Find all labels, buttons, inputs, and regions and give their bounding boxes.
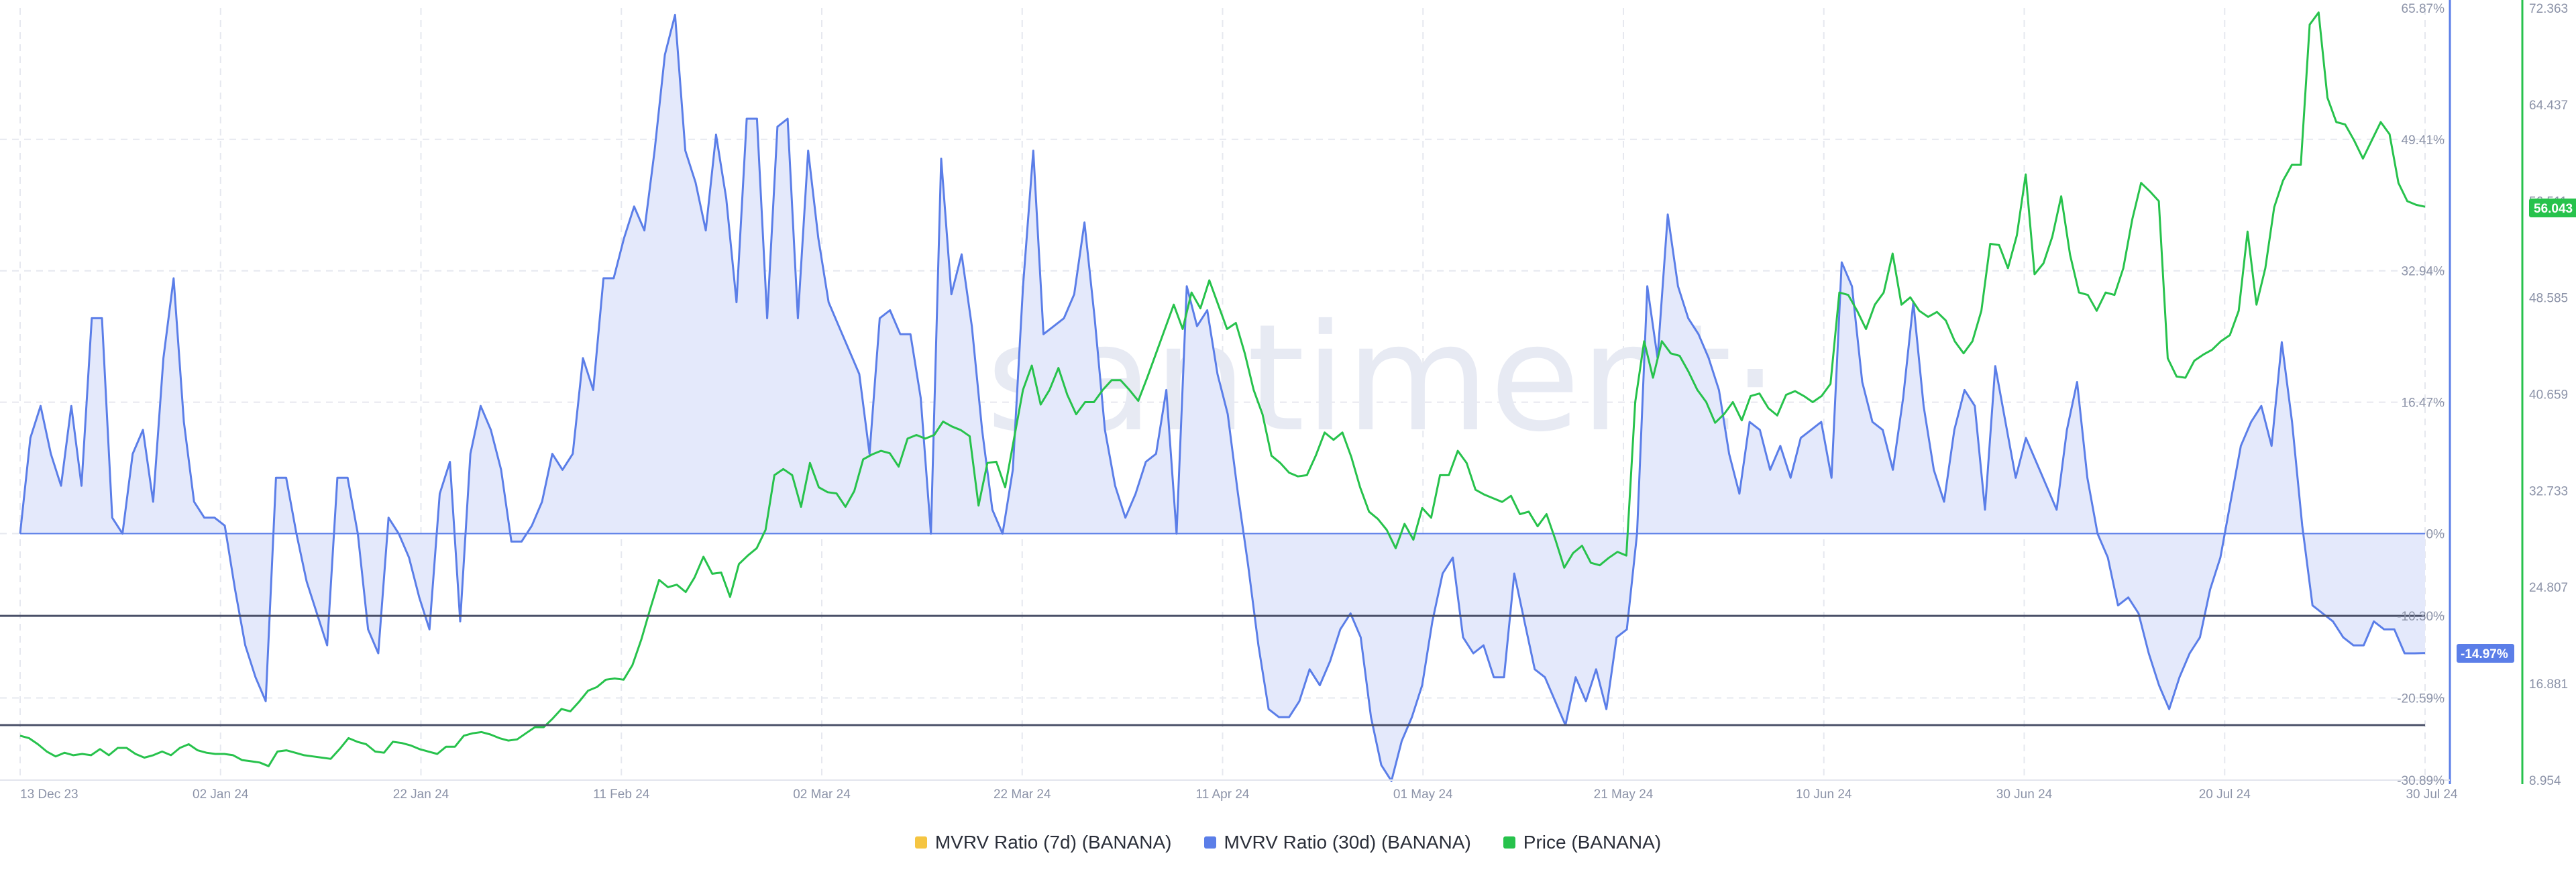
x-axis-tick-label: 10 Jun 24 (1796, 787, 1852, 802)
series-line-mvrv-30d (19, 13, 2426, 782)
right-axis-ticks: 72.36364.43756.51148.58540.65932.73324.8… (2529, 2, 2568, 788)
x-axis-tick-label: 22 Jan 24 (393, 787, 449, 802)
x-axis-ticks: 13 Dec 23 02 Jan 24 22 Jan 24 11 Feb 24 02 M… (20, 787, 2458, 802)
mvrv-last-badge-text: -14.97% (2461, 647, 2508, 661)
chart-series (19, 11, 2426, 782)
right-axis-tick-label: 40.659 (2529, 388, 2568, 402)
legend-item-price[interactable]: Price (BANANA) (1503, 832, 1661, 853)
x-axis-tick-label: 02 Jan 24 (193, 787, 249, 802)
left-axis-tick-label: 0% (2426, 528, 2445, 542)
x-axis-tick-label: 20 Jul 24 (2199, 787, 2251, 802)
left-axis-tick-label: -20.59% (2397, 692, 2445, 706)
price-last-badge (2529, 199, 2576, 217)
x-axis-tick-label: 21 May 24 (1594, 787, 1654, 802)
right-axis-tick-label: 16.881 (2529, 677, 2568, 692)
threshold-lines (0, 614, 2425, 726)
mvrv-last-badge (2457, 644, 2514, 663)
right-axis-tick-label: 32.733 (2529, 484, 2568, 498)
left-axis-tick-label: -10.30% (2397, 610, 2445, 624)
x-axis-tick-label: 30 Jul 24 (2406, 787, 2458, 802)
x-axis-tick-label: 22 Mar 24 (994, 787, 1051, 802)
legend-item-mvrv-30d[interactable]: MVRV Ratio (30d) (BANANA) (1203, 832, 1471, 853)
legend-item-mvrv-7d[interactable]: MVRV Ratio (7d) (BANANA) (914, 832, 1172, 853)
left-axis-tick-label: -30.89% (2397, 774, 2445, 788)
series-line-price (19, 11, 2426, 767)
legend-label-mvrv-30d: MVRV Ratio (30d) (BANANA) (1224, 832, 1471, 853)
x-axis-tick-label: 11 Feb 24 (593, 787, 650, 802)
left-axis-ticks: 65.87% 49.41% 32.94% 16.47% 0% -10.30% -20.59%… (2397, 2, 2445, 788)
right-axis-tick-label: 8.954 (2529, 774, 2561, 788)
legend-label-price: Price (BANANA) (1523, 832, 1662, 853)
x-axis-tick-label: 02 Mar 24 (793, 787, 851, 802)
legend-label-mvrv-7d: MVRV Ratio (7d) (BANANA) (934, 832, 1172, 853)
right-axis-tick-label: 24.807 (2529, 581, 2568, 595)
chart-legend: MVRV Ratio (7d) (BANANA) MVRV Ratio (30d… (0, 829, 2576, 856)
legend-swatch-mvrv-7d (914, 836, 927, 849)
last-value-badges: 56.043 -14.97% (2457, 199, 2576, 663)
left-axis-tick-label: 65.87% (2402, 2, 2445, 16)
left-axis-tick-label: 16.47% (2402, 396, 2445, 411)
price-last-badge-text: 56.043 (2534, 202, 2573, 216)
x-axis-tick-label: 11 Apr 24 (1196, 787, 1250, 802)
x-axis-tick-label: 13 Dec 23 (20, 787, 78, 802)
x-axis-tick-label: 01 May 24 (1393, 787, 1453, 802)
right-axis-tick-label: 72.363 (2529, 2, 2568, 16)
left-axis-tick-label: 32.94% (2402, 265, 2445, 279)
right-axis-tick-label: 64.437 (2529, 99, 2568, 113)
right-axis-tick-label: 48.585 (2529, 292, 2568, 306)
legend-swatch-mvrv-30d (1203, 836, 1216, 849)
legend-swatch-price (1503, 836, 1515, 849)
chart-axes (0, 0, 2524, 784)
left-axis-tick-label: 49.41% (2402, 133, 2445, 148)
x-axis-tick-label: 30 Jun 24 (1996, 787, 2053, 802)
